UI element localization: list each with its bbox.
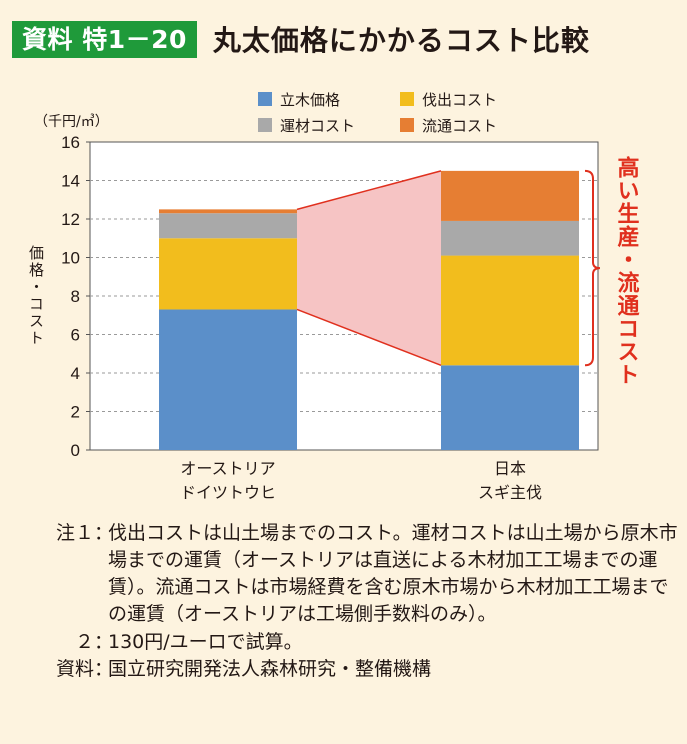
legend-label: 伐出コスト [422, 91, 497, 109]
legend-swatch [400, 118, 414, 132]
note-separator: ： [94, 657, 114, 680]
bar-segment [441, 255, 579, 366]
y-tick-label: 4 [71, 364, 80, 383]
legend-swatch [258, 92, 272, 106]
x-tick-label: 日本 [494, 459, 526, 478]
bar-segment [159, 309, 297, 450]
legend-label: 運材コスト [280, 117, 355, 135]
note-row: 資料 ： 国立研究開発法人森林研究・整備機構 [20, 656, 683, 683]
bar-segment [441, 220, 579, 256]
y-axis-label: 価格・コスト [27, 245, 45, 347]
bar-segment [159, 213, 297, 239]
annotation-brace [584, 169, 601, 367]
note-text: 伐出コストは山土場までのコスト。運材コストは山土場から原木市場までの運賃（オース… [108, 522, 678, 626]
notes: 注１ ： 伐出コストは山土場までのコスト。運材コストは山土場から原木市場までの運… [20, 520, 683, 683]
note-row: 注１ ： 伐出コストは山土場までのコスト。運材コストは山土場から原木市場までの運… [20, 520, 683, 629]
y-tick-label: 10 [61, 249, 80, 268]
legend-label: 立木価格 [280, 91, 340, 109]
comparison-connector [297, 170, 441, 366]
bar-segment [441, 170, 579, 221]
y-tick-label: 14 [61, 172, 80, 191]
y-tick-label: 2 [71, 403, 80, 422]
y-tick-label: 16 [61, 133, 80, 152]
annotation-text: 高い生産・流通コスト [614, 155, 640, 386]
x-tick-label: オーストリア [180, 459, 275, 478]
legend-label: 流通コスト [422, 117, 497, 135]
y-tick-label: 8 [71, 287, 80, 306]
note-text: 130円/ユーロで試算。 [108, 630, 303, 653]
note-key: ２ [74, 630, 94, 653]
connector-line-bottom [296, 308, 442, 366]
y-tick-label: 0 [71, 441, 80, 460]
connector-line-top [296, 170, 442, 211]
bar-segment [159, 209, 297, 214]
note-key: 注１ [55, 522, 94, 544]
y-tick-label: 12 [61, 210, 80, 229]
note-text: 国立研究開発法人森林研究・整備機構 [108, 657, 432, 680]
note-key: 資料 [55, 657, 94, 680]
note-separator: ： [94, 522, 114, 544]
y-unit-label: （千円/㎥） [34, 114, 109, 130]
note-separator: ： [94, 630, 114, 653]
header: 資料 特1－20 丸太価格にかかるコスト比較 [12, 14, 590, 64]
y-tick-label: 6 [71, 326, 80, 345]
bar-segment [159, 238, 297, 310]
x-tick-label: ドイツトウヒ [180, 483, 276, 502]
legend-swatch [400, 92, 414, 106]
note-row: ２ ： 130円/ユーロで試算。 [20, 629, 683, 656]
figure-badge: 資料 特1－20 [12, 20, 197, 58]
bar-segment [441, 365, 579, 450]
figure-title: 丸太価格にかかるコスト比較 [212, 24, 590, 57]
legend-swatch [258, 118, 272, 132]
x-tick-label: スギ主伐 [478, 483, 542, 502]
